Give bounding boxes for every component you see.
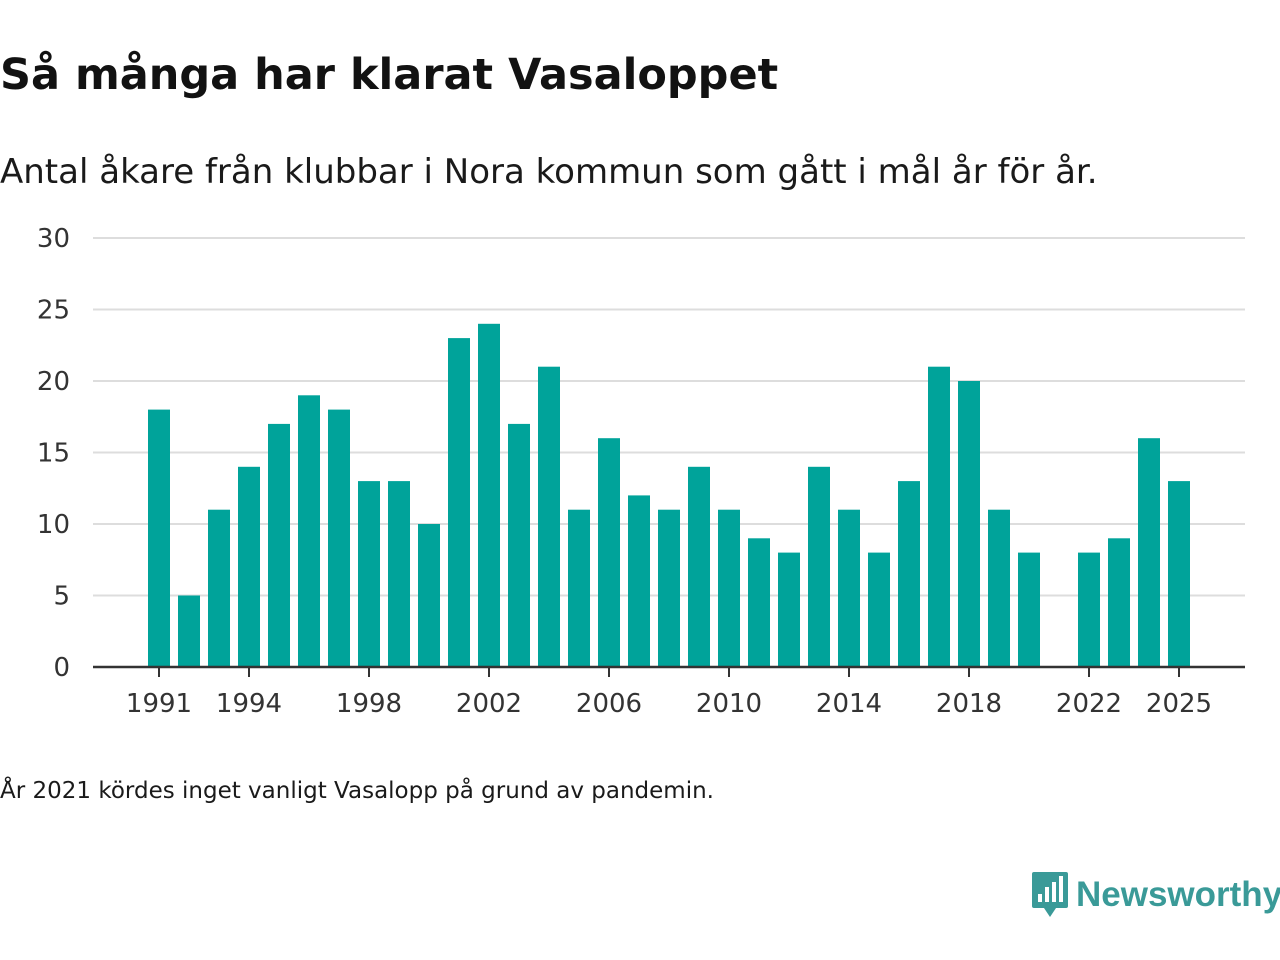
x-axis: 1991 1994 1998 2002 2006 2010 2014 2018 2022 2025: [93, 665, 1245, 719]
bar-1996: [298, 395, 320, 667]
x-tick-label: 2022: [1056, 689, 1122, 719]
bar-2014: [838, 509, 860, 667]
bar-2002: [478, 323, 500, 667]
x-tick-label: 1994: [216, 689, 282, 719]
bar-2013: [808, 466, 830, 667]
bar-2006: [598, 438, 620, 667]
bar-1999: [388, 481, 410, 667]
bar-2020: [1018, 552, 1040, 667]
x-tick-label: 2014: [816, 689, 882, 719]
bar-2016: [898, 481, 920, 667]
y-tick-label: 25: [37, 296, 70, 326]
chart-subtitle: Antal åkare från klubbar i Nora kommun s…: [0, 152, 1098, 192]
x-tick-label: 2010: [696, 689, 762, 719]
x-tick-label: 1991: [126, 689, 192, 719]
y-tick-label: 30: [37, 224, 70, 254]
bar-2011: [748, 538, 770, 667]
newsworthy-logo-icon: [1032, 872, 1068, 917]
bar-1992: [178, 595, 200, 667]
x-tick-label: 2002: [456, 689, 522, 719]
bar-2012: [778, 552, 800, 667]
bar-2019: [988, 509, 1010, 667]
footnote: År 2021 kördes inget vanligt Vasalopp på…: [0, 778, 714, 804]
bar-2004: [538, 366, 560, 667]
bar-2015: [868, 552, 890, 667]
bar-2007: [628, 495, 650, 667]
bar-2022: [1078, 552, 1100, 667]
bar-2024: [1138, 438, 1160, 667]
bar-2009: [688, 466, 710, 667]
bar-1994: [238, 466, 260, 667]
bar-2018: [958, 381, 980, 667]
y-tick-label: 0: [53, 653, 70, 683]
bar-2010: [718, 509, 740, 667]
chart-title: Så många har klarat Vasaloppet: [0, 50, 779, 100]
bar-2003: [508, 423, 530, 667]
y-tick-label: 5: [53, 582, 70, 612]
bar-1991: [148, 409, 170, 667]
bar-1997: [328, 409, 350, 667]
bar-2000: [418, 524, 440, 667]
newsworthy-logo: Newsworthy: [1030, 870, 1280, 920]
x-tick-label: 1998: [336, 689, 402, 719]
bar-2001: [448, 338, 470, 667]
bar-1993: [208, 509, 230, 667]
bars: [148, 323, 1190, 667]
bar-2008: [658, 509, 680, 667]
y-tick-label: 15: [37, 439, 70, 469]
y-tick-label: 10: [37, 510, 70, 540]
bar-2025: [1168, 481, 1190, 667]
y-axis: 0 5 10 15 20 25 30: [37, 224, 70, 683]
bar-2005: [568, 509, 590, 667]
bar-1995: [268, 423, 290, 667]
bar-2023: [1108, 538, 1130, 667]
bar-1998: [358, 481, 380, 667]
bar-2017: [928, 366, 950, 667]
y-tick-label: 20: [37, 367, 70, 397]
x-tick-label: 2018: [936, 689, 1002, 719]
newsworthy-logo-text: Newsworthy: [1076, 875, 1280, 914]
x-tick-label: 2025: [1146, 689, 1212, 719]
x-tick-label: 2006: [576, 689, 642, 719]
